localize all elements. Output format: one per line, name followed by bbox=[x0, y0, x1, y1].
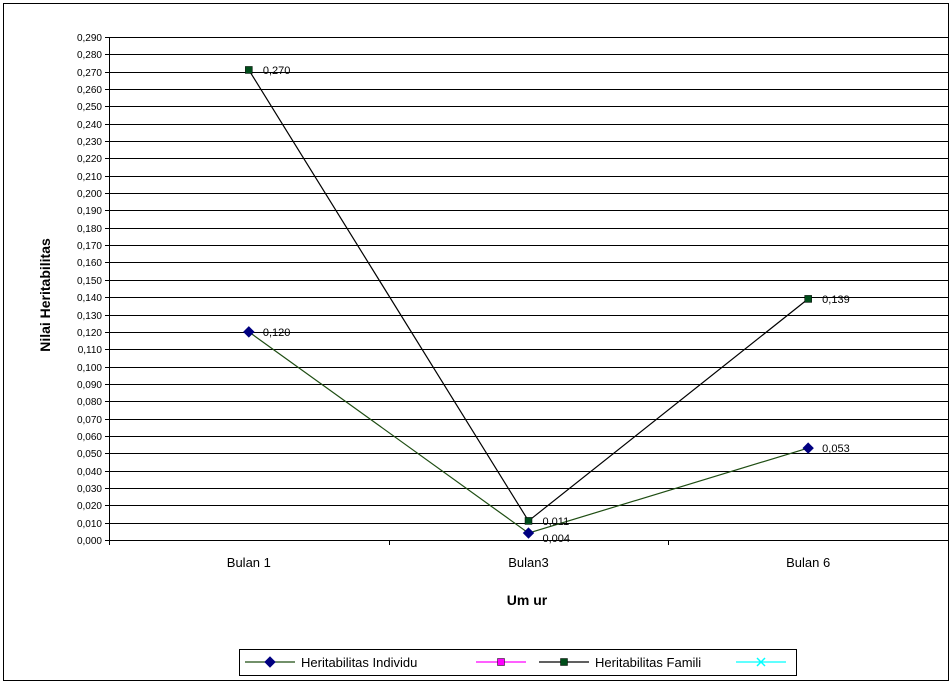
y-tick-label: 0,000 bbox=[77, 536, 102, 547]
legend-marker bbox=[756, 657, 766, 667]
y-tick-label: 0,280 bbox=[77, 50, 102, 61]
y-tick-label: 0,070 bbox=[77, 415, 102, 426]
legend-marker bbox=[264, 656, 276, 668]
data-label: 0,120 bbox=[263, 327, 291, 339]
data-label: 0,011 bbox=[543, 516, 570, 528]
data-point-square bbox=[804, 295, 812, 303]
y-tick-labels: 0,000 0,010 0,020 0,030 0,040 0,050 0,060 0,070… bbox=[77, 33, 102, 547]
y-tick-label: 0,080 bbox=[77, 397, 102, 408]
y-tick-label: 0,140 bbox=[77, 293, 102, 304]
y-tick-label: 0,210 bbox=[77, 172, 102, 183]
y-tick-label: 0,030 bbox=[77, 484, 102, 495]
legend: Heritabilitas Individu Heritabilitas Fami… bbox=[239, 649, 797, 676]
y-tick-label: 0,190 bbox=[77, 206, 102, 217]
data-label: 0,139 bbox=[822, 294, 850, 306]
y-tick-label: 0,260 bbox=[77, 85, 102, 96]
legend-marker bbox=[497, 658, 505, 666]
data-label: 0,004 bbox=[543, 533, 571, 545]
axes bbox=[105, 37, 949, 545]
y-tick-label: 0,060 bbox=[77, 432, 102, 443]
y-tick-label: 0,170 bbox=[77, 241, 102, 252]
y-tick-label: 0,160 bbox=[77, 258, 102, 269]
series bbox=[243, 66, 814, 539]
y-tick-label: 0,020 bbox=[77, 501, 102, 512]
y-tick-label: 0,220 bbox=[77, 154, 102, 165]
y-tick-label: 0,100 bbox=[77, 363, 102, 374]
data-point-diamond bbox=[243, 326, 255, 338]
y-tick-label: 0,110 bbox=[78, 345, 103, 356]
y-tick-label: 0,200 bbox=[77, 189, 102, 200]
y-tick-label: 0,240 bbox=[77, 120, 102, 131]
y-tick-label: 0,180 bbox=[77, 224, 102, 235]
x-tick-label: Bulan3 bbox=[508, 555, 548, 570]
y-tick-label: 0,150 bbox=[77, 276, 102, 287]
y-tick-label: 0,120 bbox=[77, 328, 102, 339]
data-point-square bbox=[524, 517, 533, 525]
y-tick-label: 0,230 bbox=[77, 137, 102, 148]
y-axis-title: Nilai Heritabilitas bbox=[37, 238, 53, 352]
data-label: 0,270 bbox=[263, 65, 291, 77]
x-tick-label: Bulan 1 bbox=[227, 555, 271, 570]
x-tick-label: Bulan 6 bbox=[786, 555, 830, 570]
x-axis-title: Um ur bbox=[507, 592, 548, 608]
y-tick-label: 0,010 bbox=[77, 519, 102, 530]
y-tick-label: 0,090 bbox=[77, 380, 102, 391]
data-point-square bbox=[245, 66, 253, 74]
y-tick-label: 0,050 bbox=[77, 449, 102, 460]
x-tick-labels: Bulan 1 Bulan3 Bulan 6 bbox=[227, 555, 830, 570]
data-label: 0,053 bbox=[822, 443, 850, 455]
chart-area-border bbox=[3, 3, 949, 681]
y-tick-label: 0,290 bbox=[77, 33, 102, 44]
legend-label: Heritabilitas Individu bbox=[301, 655, 417, 670]
y-tick-label: 0,250 bbox=[77, 102, 102, 113]
legend-label: Heritabilitas Famili bbox=[595, 655, 701, 670]
legend-marker bbox=[560, 658, 568, 666]
y-tick-label: 0,130 bbox=[77, 311, 102, 322]
data-labels: 0,120 0,004 0,053 0,270 0,011 0,139 bbox=[263, 65, 850, 545]
y-tick-label: 0,270 bbox=[77, 68, 102, 79]
data-point-diamond bbox=[522, 527, 535, 539]
data-point-diamond bbox=[802, 442, 814, 454]
y-tick-label: 0,040 bbox=[77, 467, 102, 478]
